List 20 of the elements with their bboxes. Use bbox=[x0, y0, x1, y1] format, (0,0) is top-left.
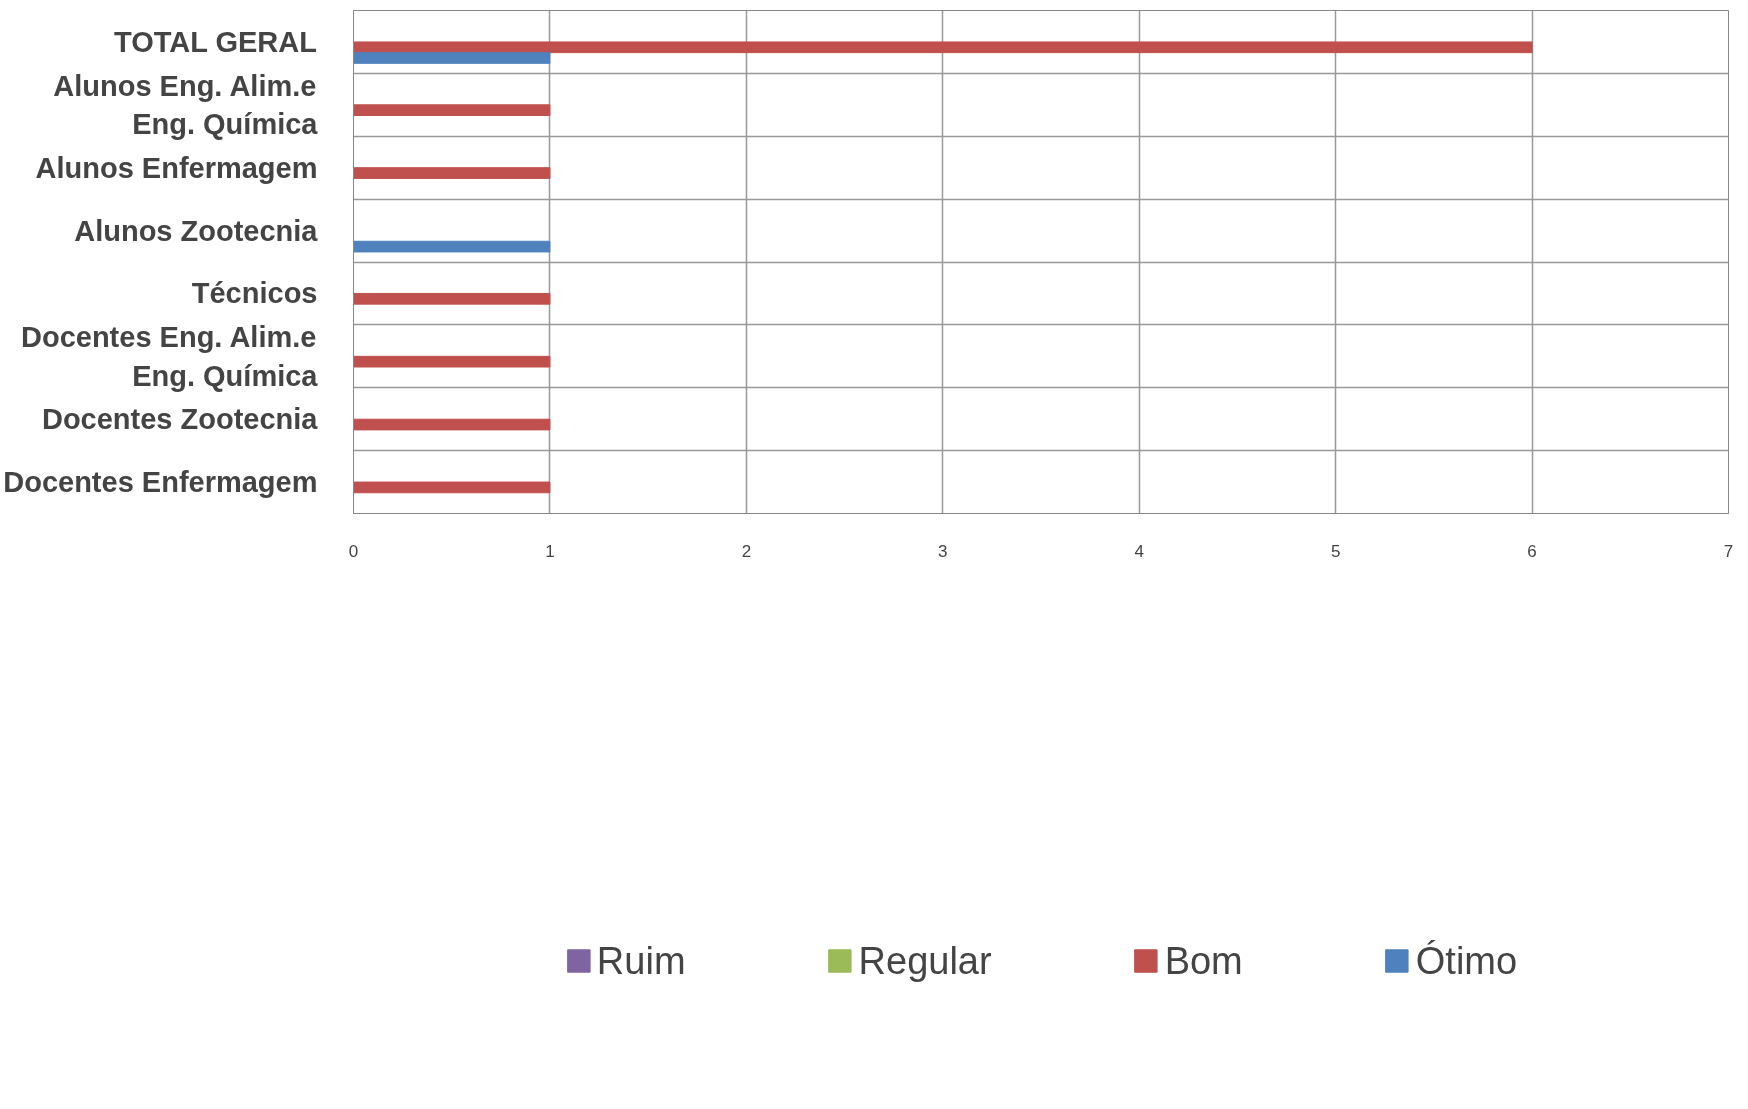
y-tick-label: Técnicos bbox=[191, 277, 318, 310]
x-tick-label: 7 bbox=[1723, 541, 1734, 561]
y-tick-label: Alunos Eng. Alim.e Eng. Química bbox=[53, 69, 319, 141]
legend-label: Regular bbox=[858, 939, 992, 983]
x-tick-label: 4 bbox=[1134, 541, 1144, 561]
y-tick-label: Docentes Eng. Alim.e Eng. Química bbox=[20, 321, 319, 392]
legend-label: Bom bbox=[1164, 939, 1243, 983]
x-tick-label: 0 bbox=[348, 541, 359, 561]
x-tick-label: 5 bbox=[1330, 541, 1341, 561]
y-tick-label: Docentes Enfermagem bbox=[3, 466, 318, 499]
y-tick-label: TOTAL GERAL bbox=[113, 25, 317, 58]
y-tick-label: Alunos Zootecnia bbox=[74, 214, 319, 247]
legend-label: Ótimo bbox=[1415, 939, 1518, 983]
x-tick-label: 3 bbox=[938, 541, 948, 561]
y-tick-label: Docentes Zootecnia bbox=[41, 403, 319, 436]
x-tick-label: 6 bbox=[1527, 541, 1537, 561]
legend-label: Ruim bbox=[596, 939, 686, 983]
y-tick-label: Alunos Enfermagem bbox=[35, 151, 318, 184]
x-tick-label: 1 bbox=[545, 541, 555, 561]
x-tick-label: 2 bbox=[741, 541, 752, 561]
